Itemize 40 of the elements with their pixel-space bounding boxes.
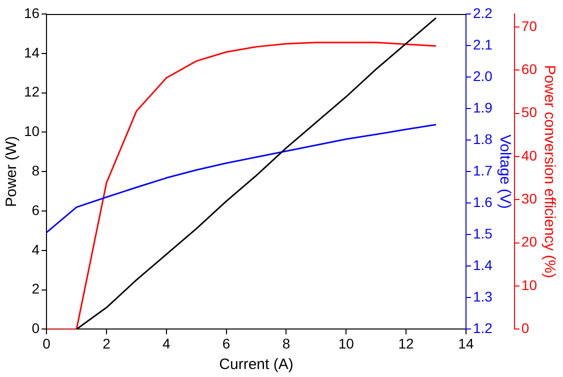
x-tick-label: 0 bbox=[42, 335, 51, 352]
y-tick-label: 4 bbox=[32, 241, 40, 258]
y-tick-label: 8 bbox=[32, 162, 40, 178]
y3-tick-label: 50 bbox=[521, 104, 538, 120]
y3-tick-label: 60 bbox=[521, 60, 538, 77]
y3-tick-label: 30 bbox=[521, 190, 538, 207]
x-tick-label: 2 bbox=[102, 335, 111, 352]
y3-tick-label: 0 bbox=[521, 320, 530, 336]
y2-tick-label: 1.7 bbox=[472, 162, 493, 178]
y2-tick-label: 1.2 bbox=[472, 320, 493, 336]
y-tick-label: 0 bbox=[32, 320, 40, 336]
y2-axis-title: Voltage (V) bbox=[496, 134, 514, 209]
x-tick-label: 12 bbox=[398, 335, 414, 352]
y-tick-label: 6 bbox=[32, 202, 40, 218]
x-tick-label: 4 bbox=[162, 335, 170, 352]
y3-tick-label: 40 bbox=[521, 147, 538, 164]
y3-tick-label: 70 bbox=[521, 18, 538, 34]
y2-tick-label: 1.6 bbox=[472, 194, 493, 210]
y-tick-label: 14 bbox=[24, 44, 40, 60]
y2-tick-label: 1.5 bbox=[472, 226, 493, 242]
y2-tick-label: 1.4 bbox=[472, 257, 493, 274]
x-tick-label: 10 bbox=[338, 335, 354, 352]
y2-tick-label: 2.1 bbox=[472, 36, 493, 52]
y2-tick-label: 2.0 bbox=[472, 68, 493, 84]
y-tick-label: 10 bbox=[24, 123, 40, 140]
y2-tick-label: 1.9 bbox=[472, 99, 493, 116]
y3-tick-label: 10 bbox=[521, 276, 538, 293]
y-tick-label: 16 bbox=[24, 4, 40, 21]
y3-axis-title: Power conversion efficiency (%) bbox=[540, 65, 558, 278]
x-tick-label: 8 bbox=[282, 335, 290, 352]
y2-tick-label: 2.2 bbox=[472, 4, 493, 21]
y2-tick-label: 1.8 bbox=[472, 130, 493, 147]
y3-tick-label: 20 bbox=[521, 234, 538, 250]
y-axis-title: Power (W) bbox=[3, 136, 20, 208]
y2-tick-label: 1.3 bbox=[472, 288, 493, 305]
y-tick-label: 2 bbox=[32, 280, 40, 297]
x-tick-label: 6 bbox=[222, 335, 230, 352]
y-tick-label: 12 bbox=[24, 84, 40, 100]
x-tick-label: 14 bbox=[458, 335, 474, 352]
x-axis-title: Current (A) bbox=[219, 356, 294, 374]
